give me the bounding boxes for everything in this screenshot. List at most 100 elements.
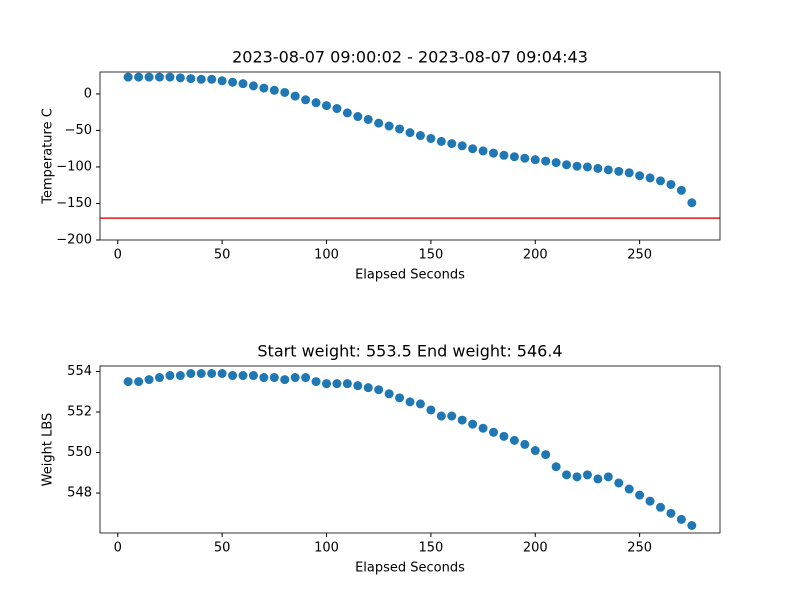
point: [676, 185, 686, 195]
x-tick-label: 100: [314, 541, 339, 556]
point: [259, 373, 269, 383]
point: [384, 121, 394, 131]
x-tick-label: 200: [523, 541, 548, 556]
y-tick-label: 550: [67, 445, 92, 460]
point: [248, 81, 258, 91]
point: [144, 72, 154, 82]
point: [154, 373, 164, 383]
point: [489, 427, 499, 437]
point: [562, 160, 572, 170]
point: [687, 521, 697, 531]
point: [353, 381, 363, 391]
point: [165, 371, 175, 381]
point: [457, 141, 467, 151]
point: [635, 171, 645, 181]
point: [551, 158, 561, 168]
point: [186, 368, 196, 378]
y-tick-label: 554: [67, 364, 92, 379]
point: [395, 393, 405, 403]
point: [562, 470, 572, 480]
point: [144, 375, 154, 385]
point: [301, 373, 311, 383]
point: [520, 439, 530, 449]
point: [196, 368, 206, 378]
y-tick-label: 552: [67, 405, 92, 420]
point: [228, 77, 238, 87]
point: [656, 176, 666, 186]
point: [593, 163, 603, 173]
x-tick-label: 200: [523, 248, 548, 263]
x-axis-label: Elapsed Seconds: [355, 561, 465, 576]
point: [269, 85, 279, 95]
point: [311, 98, 321, 108]
point: [290, 373, 300, 383]
plot-frame: [99, 71, 721, 241]
point: [489, 148, 499, 158]
point: [478, 146, 488, 156]
point: [290, 91, 300, 101]
point: [447, 411, 457, 421]
point: [363, 114, 373, 124]
point: [572, 161, 582, 171]
x-tick-label: 0: [114, 248, 122, 263]
chart-title: 2023-08-07 09:00:02 - 2023-08-07 09:04:4…: [232, 48, 588, 67]
x-tick-label: 50: [214, 541, 231, 556]
point: [186, 74, 196, 84]
point: [436, 136, 446, 146]
point: [301, 95, 311, 105]
point: [645, 173, 655, 183]
point: [405, 128, 415, 138]
point: [134, 72, 144, 82]
point: [321, 101, 331, 111]
point: [551, 462, 561, 472]
point: [207, 74, 217, 84]
point: [426, 133, 436, 143]
point: [614, 478, 624, 488]
point: [134, 377, 144, 387]
x-axis-label: Elapsed Seconds: [355, 268, 465, 283]
point: [457, 415, 467, 425]
point: [175, 73, 185, 83]
point: [603, 472, 613, 482]
point: [342, 108, 352, 118]
point: [530, 446, 540, 456]
point: [384, 389, 394, 399]
point: [311, 377, 321, 387]
point: [280, 375, 290, 385]
x-tick-label: 150: [418, 248, 443, 263]
point: [259, 83, 269, 93]
y-tick-label: −150: [56, 196, 92, 211]
point: [499, 431, 509, 441]
y-tick-label: −50: [65, 123, 92, 138]
x-tick-label: 100: [314, 248, 339, 263]
point: [280, 87, 290, 97]
point: [123, 377, 133, 387]
point: [363, 383, 373, 393]
point: [415, 399, 425, 409]
point: [676, 514, 686, 524]
chart-title: Start weight: 553.5 End weight: 546.4: [257, 342, 562, 361]
point: [541, 156, 551, 166]
point: [321, 379, 331, 389]
point: [415, 131, 425, 141]
point: [342, 379, 352, 389]
point: [509, 435, 519, 445]
y-tick-label: 0: [84, 86, 92, 101]
point: [269, 373, 279, 383]
point: [593, 474, 603, 484]
y-tick-label: −200: [56, 233, 92, 248]
point: [530, 155, 540, 165]
point: [687, 198, 697, 208]
x-tick-label: 150: [418, 541, 443, 556]
point: [656, 502, 666, 512]
x-tick-label: 250: [627, 248, 652, 263]
point: [395, 124, 405, 134]
y-tick-label: −100: [56, 159, 92, 174]
point: [624, 484, 634, 494]
point: [509, 152, 519, 162]
y-axis-label: Weight LBS: [41, 413, 56, 487]
point: [374, 118, 384, 128]
point: [436, 411, 446, 421]
point: [520, 153, 530, 163]
